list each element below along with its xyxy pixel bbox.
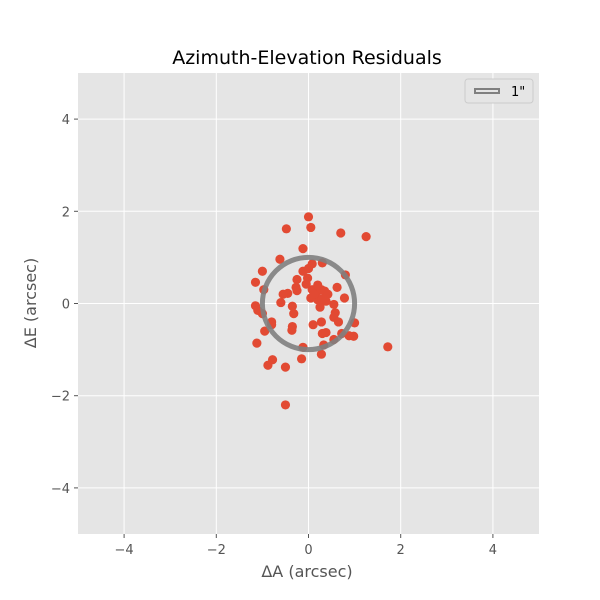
reference-circle	[259, 254, 358, 353]
data-point	[276, 297, 286, 308]
data-point	[253, 305, 263, 316]
ticks: −4 −2 0 2 4 −4 −2 0 2 4	[51, 113, 497, 558]
data-point	[306, 222, 316, 233]
data-point	[289, 309, 299, 319]
y-tick-label: −4	[51, 482, 70, 497]
data-point	[281, 224, 291, 234]
data-point	[250, 277, 261, 287]
data-point	[313, 280, 323, 290]
x-tick-label: 2	[397, 543, 405, 558]
data-point	[287, 301, 297, 311]
chart-title: Azimuth-Elevation Residuals	[172, 47, 442, 69]
data-point	[298, 244, 308, 254]
data-point	[307, 259, 317, 269]
data-point	[336, 228, 346, 238]
y-tick-label: 4	[62, 113, 70, 128]
data-point	[280, 362, 291, 372]
data-point	[280, 400, 291, 410]
grid	[78, 73, 539, 534]
data-point	[316, 349, 327, 359]
x-tick-label: 0	[304, 543, 312, 558]
data-point	[308, 320, 318, 330]
data-point	[339, 293, 350, 303]
data-point	[292, 285, 302, 296]
y-tick-label: 0	[62, 298, 70, 313]
x-tick-label: −4	[115, 543, 134, 558]
data-point	[278, 289, 288, 299]
legend-label: 1"	[511, 85, 525, 100]
x-axis-label: ΔA (arcsec)	[261, 562, 352, 581]
data-point	[315, 302, 325, 312]
data-point	[257, 266, 267, 276]
y-tick-label: 2	[62, 205, 70, 220]
y-tick-label: −2	[51, 390, 70, 405]
data-point	[316, 317, 327, 327]
y-axis-label: ΔE (arcsec)	[21, 258, 40, 348]
data-point	[275, 254, 285, 264]
data-point	[332, 282, 342, 292]
data-point	[329, 299, 339, 310]
data-point	[333, 317, 344, 327]
data-point	[383, 342, 393, 352]
data-point	[323, 289, 333, 299]
legend: 1"	[464, 78, 534, 104]
data-point	[361, 232, 371, 242]
data-point	[260, 326, 270, 336]
data-point	[309, 289, 319, 299]
data-point	[321, 327, 331, 338]
data-point	[349, 331, 359, 341]
data-point	[287, 325, 297, 335]
x-tick-label: 4	[489, 543, 497, 558]
data-point	[303, 212, 314, 222]
data-point	[301, 279, 311, 289]
data-point	[292, 274, 302, 285]
data-point	[296, 354, 307, 364]
x-tick-label: −2	[207, 543, 226, 558]
data-point	[263, 360, 273, 370]
data-point	[252, 338, 262, 348]
